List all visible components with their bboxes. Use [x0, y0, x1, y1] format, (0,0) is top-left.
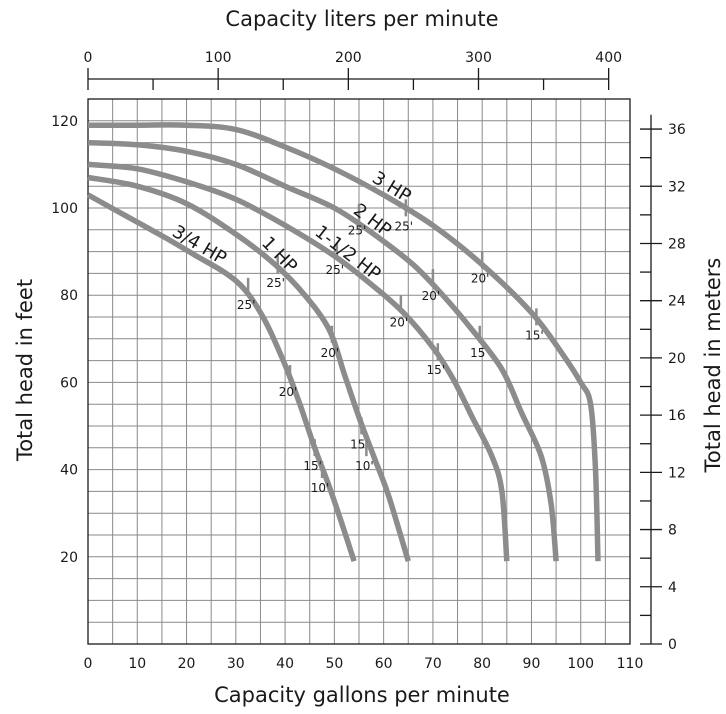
curve-1-1-2-hp: [87, 161, 510, 562]
right-tick-label: 20: [668, 351, 686, 367]
head-marker-label: 20': [321, 346, 340, 360]
y-tick-label: 40: [60, 463, 78, 479]
right-tick-label: 12: [668, 465, 686, 481]
head-marker-label: 20': [390, 315, 409, 329]
x-tick-label: 30: [227, 656, 245, 672]
curve-3-4-hp: [86, 192, 357, 563]
x-tick-label: 70: [424, 656, 442, 672]
y-tick-label: 20: [60, 550, 78, 566]
y-tick-label: 80: [60, 288, 78, 304]
axes: 0 10 20 30 40 50 60 70 80 90 100 110204060801001200…: [51, 50, 686, 672]
head-marker-label: 15': [427, 363, 446, 377]
right-tick-label: 36: [668, 122, 686, 138]
head-marker-label: 25': [326, 263, 345, 277]
y-axis-title: Total head in feet: [13, 279, 37, 462]
right-tick-label: 16: [668, 408, 686, 424]
x-axis-title: Capacity gallons per minute: [214, 683, 510, 707]
right-tick-label: 24: [668, 294, 686, 310]
top-tick-label: 200: [335, 50, 362, 66]
x-tick-label: 50: [325, 656, 343, 672]
head-marker-label: 15: [470, 346, 485, 360]
head-marker-label: 20': [279, 385, 298, 399]
top-tick-label: 100: [205, 50, 232, 66]
top-axis-title: Capacity liters per minute: [225, 7, 498, 31]
head-marker-label: 20': [471, 272, 490, 286]
x-tick-label: 80: [473, 656, 491, 672]
right-tick-label: 32: [668, 179, 686, 195]
y-tick-label: 60: [60, 375, 78, 391]
right-tick-label: 8: [668, 523, 677, 539]
y-tick-label: 100: [51, 201, 78, 217]
curve-1-hp: [87, 174, 411, 562]
grid: [88, 99, 630, 644]
x-tick-label: 110: [617, 656, 644, 672]
plot-frame: [87, 98, 631, 645]
head-marker-label: 25': [237, 298, 256, 312]
curve-3-hp: [87, 122, 601, 562]
head-marker-label: 10': [311, 481, 330, 495]
curves: [86, 122, 601, 563]
top-tick-label: 0: [84, 50, 93, 66]
x-tick-label: 40: [276, 656, 294, 672]
right-tick-label: 0: [668, 637, 677, 653]
head-marker-label: 15': [303, 459, 322, 473]
x-tick-label: 10: [128, 656, 146, 672]
head-marker-label: 15': [525, 328, 544, 342]
right-tick-label: 28: [668, 236, 686, 252]
y-tick-label: 120: [51, 114, 78, 130]
x-tick-label: 20: [178, 656, 196, 672]
top-tick-label: 300: [465, 50, 492, 66]
head-marker-label: 25': [348, 224, 367, 238]
right-tick-label: 4: [668, 580, 677, 596]
head-marker-label: 25': [395, 219, 414, 233]
x-tick-label: 100: [567, 656, 594, 672]
head-marker-label: 10': [355, 459, 374, 473]
head-marker-label: 15': [350, 437, 369, 451]
head-marker-label: 20': [422, 289, 441, 303]
x-tick-label: 60: [375, 656, 393, 672]
markers: 25' 20' 15' 10' 25' 20' 15' 10' 25' 20' 15' 25' 20' 1…: [237, 199, 544, 495]
right-axis-title: Total head in meters: [701, 258, 725, 474]
head-marker-label: 25': [266, 276, 285, 290]
top-tick-label: 400: [595, 50, 622, 66]
x-tick-label: 90: [523, 656, 541, 672]
x-tick-label: 0: [84, 656, 93, 672]
curve-2-hp: [87, 139, 559, 562]
